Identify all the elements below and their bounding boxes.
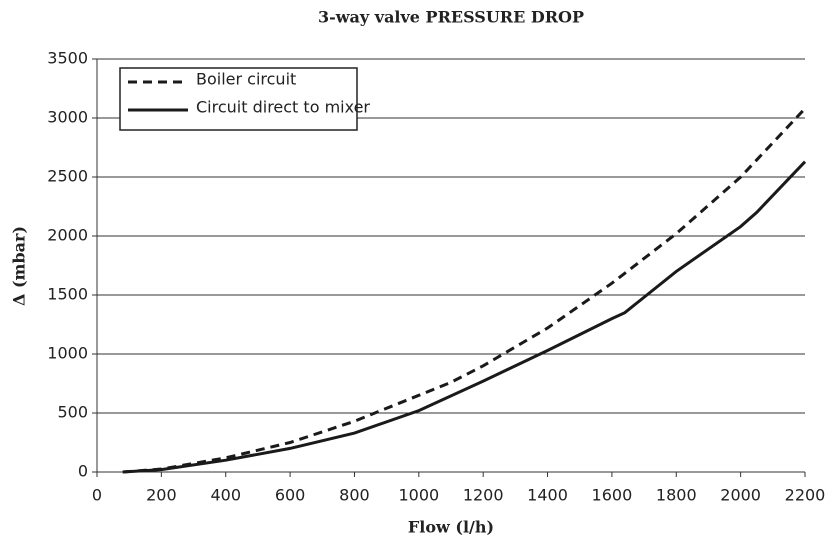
y-tick-label: 3000: [47, 108, 88, 127]
y-tick-label: 1500: [47, 285, 88, 304]
x-tick-label: 200: [146, 486, 177, 505]
y-axis-label: Δ (mbar): [10, 226, 29, 306]
x-tick-label: 1200: [463, 486, 504, 505]
legend-label: Boiler circuit: [196, 70, 296, 89]
x-tick-label: 800: [339, 486, 370, 505]
x-tick-label: 2000: [720, 486, 761, 505]
x-tick-label: 2200: [785, 486, 826, 505]
y-tick-label: 2500: [47, 167, 88, 186]
legend-box: [119, 67, 358, 131]
x-tick-label: 1800: [656, 486, 697, 505]
x-tick-label: 400: [210, 486, 241, 505]
x-tick-label: 1600: [592, 486, 633, 505]
x-axis-label: Flow (l/h): [408, 518, 494, 537]
y-tick-label: 0: [78, 462, 88, 481]
y-tick-label: 500: [57, 403, 88, 422]
series-line: [122, 160, 807, 474]
x-tick-label: 1000: [398, 486, 439, 505]
y-tick-label: 1000: [47, 344, 88, 363]
y-tick-label: 2000: [47, 226, 88, 245]
legend-label: Circuit direct to mixer: [196, 98, 370, 117]
x-tick-label: 1400: [527, 486, 568, 505]
series-line: [122, 107, 807, 474]
x-tick-label: 600: [275, 486, 306, 505]
chart-title: 3-way valve PRESSURE DROP: [318, 8, 584, 27]
y-tick-label: 3500: [47, 49, 88, 68]
x-tick-label: 0: [92, 486, 102, 505]
